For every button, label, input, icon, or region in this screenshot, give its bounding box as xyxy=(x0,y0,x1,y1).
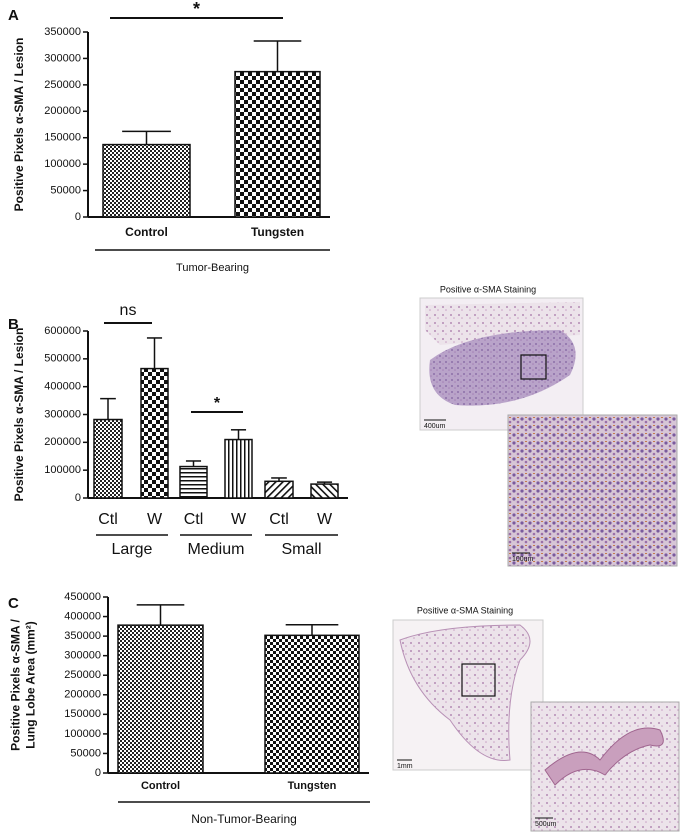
zoom-box xyxy=(461,663,496,697)
image-title: Positive α-SMA Staining xyxy=(417,605,513,615)
y-tick-label: 350000 xyxy=(64,630,101,642)
bar xyxy=(264,480,294,499)
bar xyxy=(117,624,204,774)
y-tick-label: 350000 xyxy=(44,26,81,38)
y-tick-label: 100000 xyxy=(44,464,81,476)
vessel xyxy=(544,727,664,786)
y-tick-label: 450000 xyxy=(64,591,101,603)
scale-label: 500um xyxy=(535,821,557,828)
lesion xyxy=(429,330,576,406)
micrograph-c: Positive α-SMA Staining 1mm 500um xyxy=(392,605,680,832)
y-tick-label: 0 xyxy=(95,767,101,779)
bar xyxy=(224,438,253,499)
chart-panel: A Positive Pixels α-SMA / Lesion 0 50000 100… xyxy=(8,0,330,274)
significance-label: ns xyxy=(120,302,137,319)
x-tick-label: Control xyxy=(141,780,180,792)
group-label: Large xyxy=(112,541,153,558)
bar xyxy=(93,418,123,499)
bar xyxy=(179,465,208,499)
y-tick-label: 100000 xyxy=(44,158,81,170)
bar xyxy=(140,367,169,499)
y-tick-label: 100000 xyxy=(64,728,101,740)
x-tick-label: Tungsten xyxy=(288,780,337,792)
panel-label: C xyxy=(8,595,19,612)
x-tick-label: Control xyxy=(125,225,168,239)
y-tick-label: 150000 xyxy=(44,132,81,144)
y-tick-label: 250000 xyxy=(44,79,81,91)
y-axis-title: Lung Lobe Area (mm²) xyxy=(24,621,38,749)
scale-label: 400um xyxy=(424,423,446,430)
x-tick-label: Ctl xyxy=(269,511,289,528)
bar xyxy=(234,70,321,218)
y-tick-label: 200000 xyxy=(44,436,81,448)
panel-label: B xyxy=(8,316,19,333)
y-axis-title: Positive Pixels α-SMA / xyxy=(9,619,23,751)
group-label: Medium xyxy=(188,541,245,558)
scale-label: 1mm xyxy=(397,763,413,770)
y-tick-label: 300000 xyxy=(44,408,81,420)
x-tick-label: Ctl xyxy=(184,511,204,528)
y-tick-label: 250000 xyxy=(64,669,101,681)
scale-label: 100um xyxy=(512,556,534,563)
y-axis-title: Positive Pixels α-SMA / Lesion xyxy=(12,38,26,212)
y-tick-label: 200000 xyxy=(64,689,101,701)
bar xyxy=(264,634,360,774)
x-tick-label: W xyxy=(231,511,247,528)
significance-label: * xyxy=(214,395,221,412)
micrograph-b: Positive α-SMA Staining 400um 100um xyxy=(419,284,678,567)
y-tick-label: 50000 xyxy=(50,184,81,196)
y-tick-label: 50000 xyxy=(70,747,101,759)
zoom-box xyxy=(520,354,547,380)
lung-lobe xyxy=(399,624,531,761)
y-tick-label: 200000 xyxy=(44,105,81,117)
image-title: Positive α-SMA Staining xyxy=(440,284,536,294)
y-tick-label: 600000 xyxy=(44,325,81,337)
y-tick-label: 300000 xyxy=(44,52,81,64)
y-tick-label: 300000 xyxy=(64,650,101,662)
x-tick-label: W xyxy=(147,511,163,528)
y-tick-label: 150000 xyxy=(64,708,101,720)
group-label: Non-Tumor-Bearing xyxy=(191,812,297,826)
image-inset xyxy=(507,414,678,567)
y-tick-label: 0 xyxy=(75,492,81,504)
group-label: Tumor-Bearing xyxy=(176,262,249,274)
x-tick-label: Ctl xyxy=(98,511,118,528)
chart-panel: C Positive Pixels α-SMA / Lung Lobe Area (… xyxy=(8,591,370,826)
y-tick-label: 400000 xyxy=(64,610,101,622)
bar xyxy=(102,143,191,218)
y-tick-label: 500000 xyxy=(44,353,81,365)
x-tick-label: Tungsten xyxy=(251,225,304,239)
panel-label: A xyxy=(8,7,19,24)
significance-label: * xyxy=(193,0,200,19)
y-tick-label: 0 xyxy=(75,211,81,223)
y-axis-title: Positive Pixels α-SMA / Lesion xyxy=(12,328,26,502)
group-label: Small xyxy=(281,541,321,558)
x-tick-label: W xyxy=(317,511,333,528)
bar xyxy=(310,483,339,499)
y-tick-label: 400000 xyxy=(44,381,81,393)
